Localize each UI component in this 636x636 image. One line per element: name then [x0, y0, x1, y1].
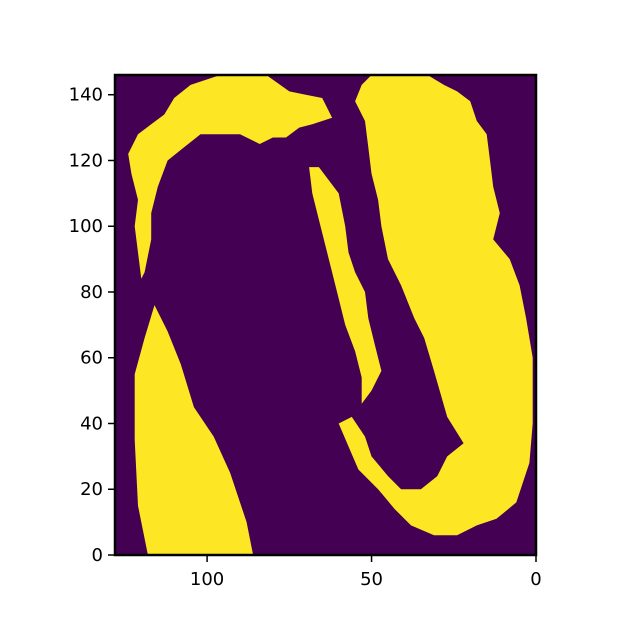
region-central-yellow-strip — [309, 167, 382, 404]
region-right-yellow-peninsula — [338, 75, 533, 536]
region-left-yellow-thin-band — [128, 75, 333, 279]
y-axis: 0 20 40 60 80 100 120 140 — [69, 85, 115, 566]
y-tick-label: 0 — [92, 545, 103, 566]
heatmap-image — [115, 75, 536, 555]
y-tick-label: 20 — [80, 479, 103, 500]
x-tick-label: 0 — [530, 569, 541, 590]
region-left-yellow-mass — [134, 305, 254, 555]
y-tick-label: 60 — [80, 348, 103, 369]
y-tick-label: 120 — [69, 150, 103, 171]
y-tick-label: 140 — [69, 85, 103, 106]
y-tick-label: 100 — [69, 216, 103, 237]
x-tick-label: 50 — [360, 569, 383, 590]
y-tick-label: 40 — [80, 413, 103, 434]
y-tick-label: 80 — [80, 282, 103, 303]
plot-frame — [113, 73, 538, 557]
x-tick-label: 100 — [190, 569, 224, 590]
x-axis: 100 50 0 — [190, 555, 542, 590]
heatmap-regions — [128, 75, 533, 555]
